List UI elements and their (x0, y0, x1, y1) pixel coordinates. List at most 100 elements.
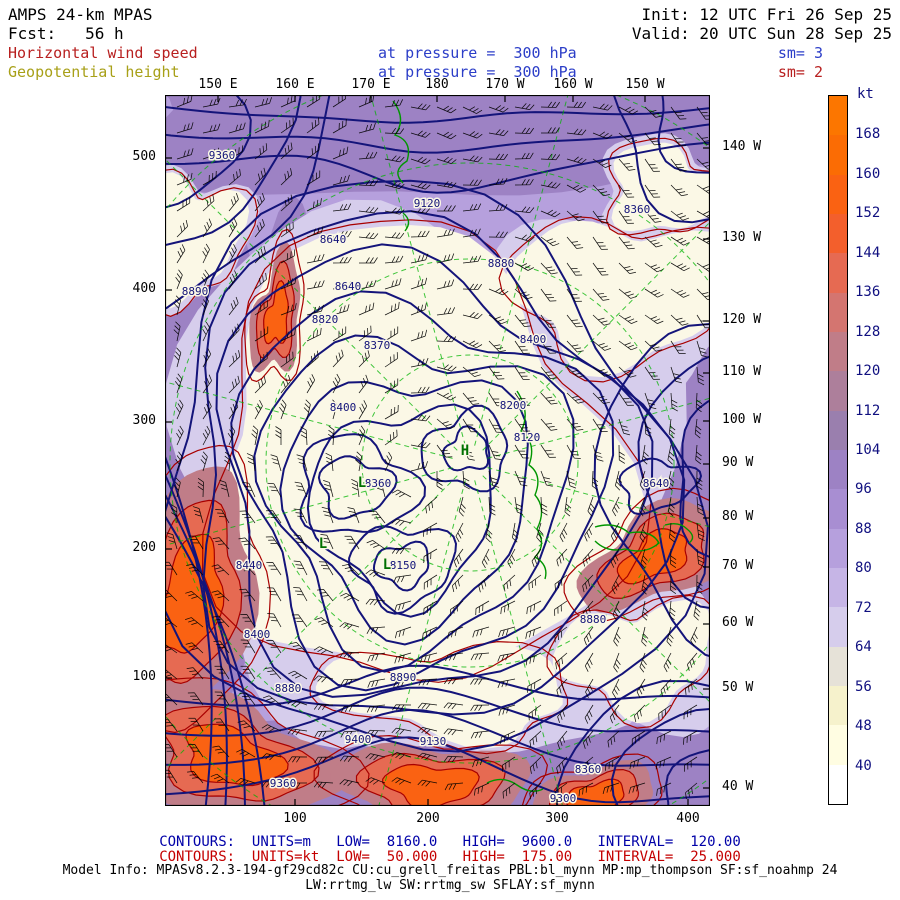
init-time-label: Init: 12 UTC Fri 26 Sep 25 (641, 5, 892, 24)
contour-labels: 9360 9120 8360 8640 8880 8890 8640 8820 8400 8370… (180, 148, 671, 807)
colorbar-segment (829, 253, 847, 293)
bottom-axis-label: 100 (283, 811, 307, 826)
colorbar-tick-label: 40 (855, 757, 872, 774)
colorbar-segment (829, 725, 847, 765)
field2-name: Geopotential height (8, 63, 180, 81)
left-axis-label: 500 (132, 149, 156, 164)
colorbar-tick-label: 64 (855, 639, 872, 656)
model-info-line1: Model Info: MPASv8.2.3-194-gf29cd82c CU:… (62, 863, 838, 878)
height-contour-label: 9300 (550, 792, 577, 805)
map-frame (165, 95, 710, 806)
colorbar-tick-label: 48 (855, 718, 872, 735)
colorbar-tick-label: 120 (855, 363, 881, 380)
colorbar-segment (829, 646, 847, 686)
height-contour-label: 8360 (624, 203, 651, 216)
height-contour-label: 8880 (580, 613, 607, 626)
field1-level: at pressure = 300 hPa (378, 44, 577, 62)
top-axis-label: 160 W (553, 77, 593, 92)
colorbar-tick-label: 80 (855, 560, 872, 577)
colorbar-segment (829, 214, 847, 254)
wind-contour-info: CONTOURS: UNITS=kt LOW= 50.000 HIGH= 175… (159, 849, 741, 865)
right-axis-label: 140 W (722, 139, 762, 154)
valid-time-label: Valid: 20 UTC Sun 28 Sep 25 (631, 24, 892, 43)
bottom-axis-label: 400 (676, 811, 700, 826)
right-axis-label: 100 W (722, 412, 762, 427)
height-contour-label: 8150 (390, 559, 417, 572)
colorbar-tick-label: 72 (855, 599, 872, 616)
colorbar-segment (829, 96, 847, 136)
colorbar-tick-label: 104 (855, 442, 881, 458)
right-axis-label: 110 W (722, 364, 762, 379)
left-axis-label: 300 (132, 413, 156, 428)
height-contour-label: 8640 (335, 280, 362, 293)
colorbar-segment (829, 450, 847, 490)
lat-lon-graticule (165, 95, 710, 806)
right-axis-label: 130 W (722, 230, 762, 245)
wind-speed-shading (165, 95, 710, 806)
height-contour-label: 8370 (364, 339, 391, 352)
colorbar-segment (829, 528, 847, 568)
right-axis-label: 50 W (722, 680, 754, 695)
field1-smoothing: sm= 3 (777, 44, 823, 62)
bottom-axis-label: 200 (416, 811, 440, 826)
height-contour-label: 8360 (575, 763, 602, 776)
model-title: AMPS 24-km MPAS (8, 5, 153, 24)
height-contour-label: 8400 (330, 401, 357, 414)
colorbar-units-label: kt (857, 86, 874, 102)
height-contour-label: 8880 (488, 257, 515, 270)
height-contour-label: 8820 (312, 313, 339, 326)
height-contour-label: 8890 (182, 285, 209, 298)
colorbar-tick-label: 152 (855, 205, 881, 222)
model-info-line2: LW:rrtmg_lw SW:rrtmg_sw SFLAY:sf_mynn (305, 878, 595, 893)
colorbar (828, 95, 848, 805)
right-axis-label: 90 W (722, 455, 754, 470)
right-axis-label: 60 W (722, 615, 754, 630)
height-contour-label: 9120 (414, 197, 441, 210)
colorbar-tick-label: 96 (855, 481, 872, 498)
colorbar-tick-label: 168 (855, 126, 881, 143)
top-axis-label: 150 E (198, 77, 238, 92)
left-axis-label: 400 (132, 281, 156, 296)
height-contour-label: 8890 (390, 671, 417, 684)
left-axis-label: 200 (132, 540, 156, 555)
right-axis-label: 40 W (722, 779, 754, 794)
pressure-center-marker: L (358, 475, 366, 491)
colorbar-tick-label: 56 (855, 678, 872, 695)
field2-level: at pressure = 300 hPa (378, 63, 577, 81)
height-contour-label: 9400 (345, 733, 372, 746)
height-contour-label: 8440 (236, 559, 263, 572)
colorbar-segment (829, 568, 847, 608)
field2-smoothing: sm= 2 (777, 63, 823, 81)
colorbar-segment (829, 489, 847, 529)
forecast-hour-label: Fcst: 56 h (8, 24, 124, 43)
height-contour-info: CONTOURS: UNITS=m LOW= 8160.0 HIGH= 9600… (159, 834, 741, 850)
height-contour-label: 9360 (270, 777, 297, 790)
colorbar-tick-label: 128 (855, 323, 881, 340)
colorbar-tick-label: 160 (855, 165, 881, 182)
right-axis-label: 80 W (722, 509, 754, 524)
top-axis-label: 150 W (625, 77, 665, 92)
colorbar-tick-label: 88 (855, 520, 872, 537)
top-axis-label: 170 E (351, 77, 391, 92)
height-contour-label: 8400 (520, 333, 547, 346)
height-contour-label: 8200 (500, 399, 527, 412)
colorbar-segment (829, 332, 847, 372)
height-contour-label: 9360 (209, 149, 236, 162)
height-contour-label: 8880 (275, 682, 302, 695)
height-contour-label: 8400 (244, 628, 271, 641)
colorbar-segment (829, 607, 847, 647)
height-contour-label: 8640 (643, 477, 670, 490)
colorbar-tick-label: 112 (855, 402, 881, 419)
colorbar-tick-label: 136 (855, 284, 881, 301)
top-axis-label: 180 (425, 77, 449, 92)
height-contour-label: 8120 (514, 431, 541, 444)
pressure-center-marker: H (461, 443, 469, 459)
wind-barbs (165, 95, 710, 800)
colorbar-segment (829, 410, 847, 450)
colorbar-segment (829, 174, 847, 214)
top-axis-label: 170 W (485, 77, 525, 92)
weather-map-plot: 9360 9120 8360 8640 8880 8890 8640 8820 8400 8370… (165, 95, 710, 806)
colorbar-segment (829, 764, 847, 804)
right-axis-label: 120 W (722, 312, 762, 327)
